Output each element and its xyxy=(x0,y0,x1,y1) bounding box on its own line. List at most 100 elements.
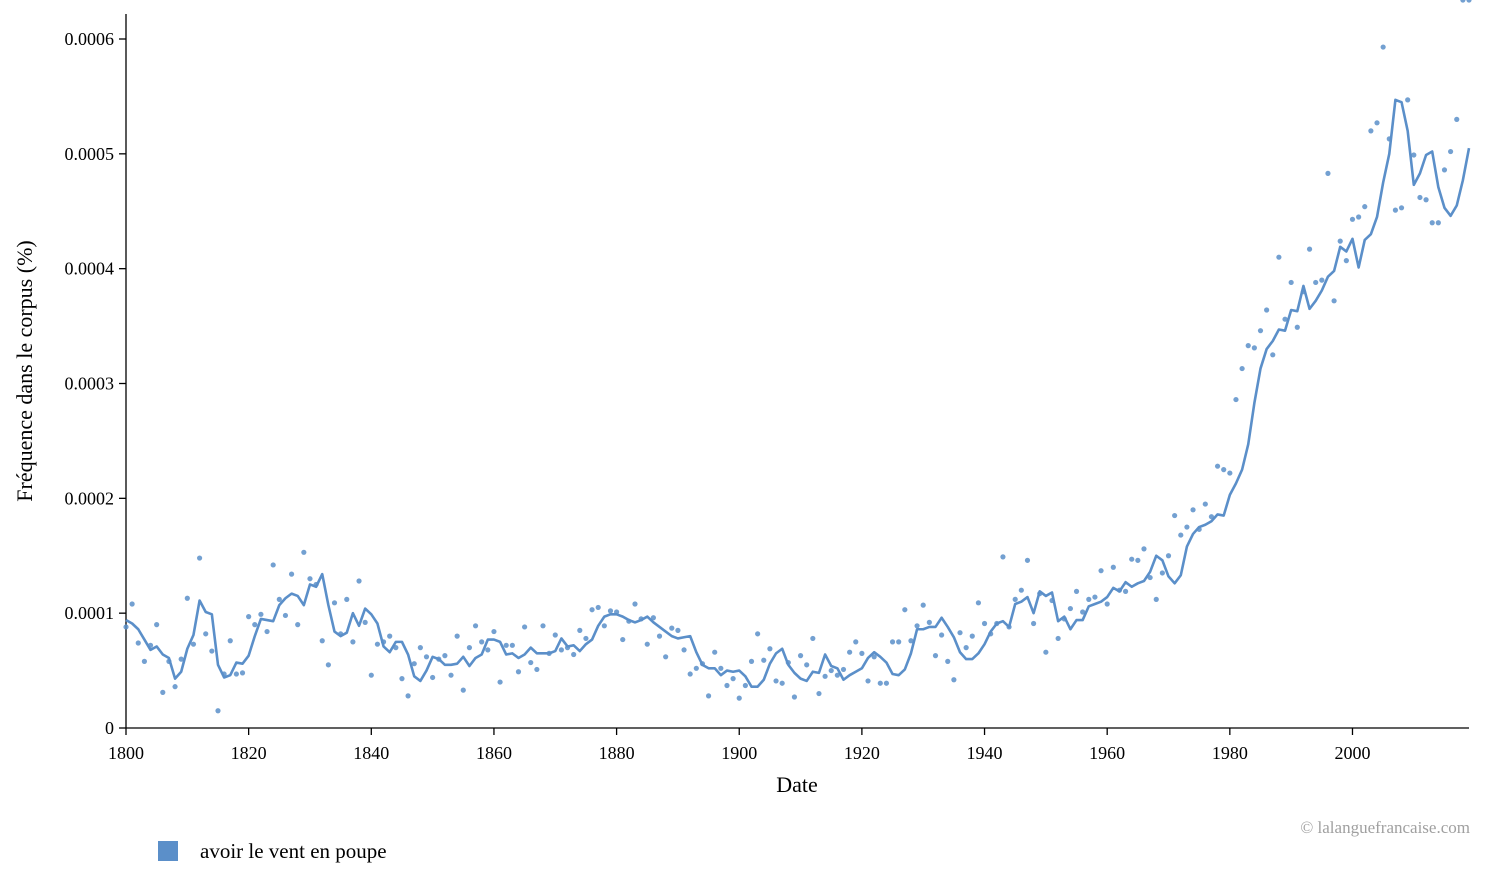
data-point xyxy=(1325,170,1331,176)
data-point xyxy=(442,653,448,659)
data-point xyxy=(344,596,350,602)
data-point xyxy=(1417,194,1423,201)
data-point xyxy=(190,641,197,647)
data-point xyxy=(589,607,595,613)
data-point xyxy=(583,635,589,642)
x-tick-label: 1900 xyxy=(721,743,757,763)
data-point xyxy=(681,647,687,653)
data-point xyxy=(1129,556,1135,562)
x-tick-label: 1860 xyxy=(476,743,512,763)
data-point xyxy=(184,595,190,601)
data-point xyxy=(1172,512,1178,519)
data-point xyxy=(1398,205,1405,211)
data-point xyxy=(135,640,141,646)
data-point xyxy=(1086,596,1092,602)
data-point xyxy=(1441,167,1448,173)
data-point xyxy=(1227,470,1233,476)
data-point xyxy=(1466,0,1472,3)
x-tick-label: 1980 xyxy=(1212,743,1248,763)
data-point xyxy=(1165,553,1172,559)
data-point xyxy=(797,653,804,659)
data-point xyxy=(571,651,577,658)
data-point xyxy=(1098,568,1104,574)
data-point xyxy=(1362,204,1368,210)
data-point xyxy=(264,628,270,635)
data-point xyxy=(387,633,393,639)
data-point xyxy=(423,654,430,660)
data-point xyxy=(1264,307,1270,313)
data-point xyxy=(761,657,767,663)
data-point xyxy=(509,642,515,648)
data-point xyxy=(123,624,129,630)
data-point xyxy=(515,669,522,675)
data-point xyxy=(853,639,859,645)
data-point xyxy=(1135,557,1141,563)
data-point xyxy=(1405,97,1411,103)
data-point xyxy=(877,680,883,686)
data-point xyxy=(736,695,742,701)
data-point xyxy=(1073,588,1080,594)
data-points xyxy=(123,0,1472,714)
data-point xyxy=(319,638,325,644)
data-point xyxy=(411,661,417,667)
data-point xyxy=(1067,605,1073,612)
data-point xyxy=(203,631,209,637)
y-tick-label: 0.0005 xyxy=(65,144,115,164)
data-point xyxy=(485,647,491,653)
data-point xyxy=(1380,44,1386,50)
data-point xyxy=(1031,620,1037,627)
data-point xyxy=(252,622,258,628)
x-ticks: 1800 1820 1840 1860 1880 1900 1920 1940 1960 1980… xyxy=(108,728,1370,763)
data-point xyxy=(258,611,264,617)
data-point xyxy=(1294,324,1300,330)
data-point xyxy=(963,645,969,651)
data-point xyxy=(896,639,902,645)
x-axis-title: Date xyxy=(776,772,818,797)
data-point xyxy=(307,576,313,582)
data-point xyxy=(871,654,877,660)
data-point xyxy=(1392,207,1399,213)
data-point xyxy=(718,665,724,671)
data-point xyxy=(1043,649,1049,655)
data-point xyxy=(693,665,699,671)
data-point xyxy=(650,615,656,621)
data-point xyxy=(1288,279,1294,286)
data-point xyxy=(227,638,233,644)
data-point xyxy=(601,623,607,629)
data-point xyxy=(1429,220,1435,226)
x-tick-label: 2000 xyxy=(1334,743,1370,763)
data-point xyxy=(607,608,614,614)
data-point xyxy=(883,680,890,686)
data-point xyxy=(595,604,601,611)
data-point xyxy=(1233,396,1239,403)
data-point xyxy=(522,624,528,630)
data-point xyxy=(724,682,730,689)
data-point xyxy=(687,671,693,677)
data-point xyxy=(246,614,252,620)
data-point xyxy=(1110,564,1116,570)
data-point xyxy=(374,641,381,647)
data-point xyxy=(1313,279,1319,286)
data-point xyxy=(1435,220,1441,226)
data-point xyxy=(233,671,239,677)
credit-text: © lalanguefrancaise.com xyxy=(1300,818,1470,837)
data-point xyxy=(742,682,748,689)
data-point xyxy=(957,630,963,636)
data-point xyxy=(209,648,215,654)
data-point xyxy=(472,623,479,629)
data-point xyxy=(902,607,908,613)
data-point xyxy=(454,633,460,639)
data-point xyxy=(1221,467,1227,473)
data-point xyxy=(632,601,638,607)
x-tick-label: 1960 xyxy=(1089,743,1125,763)
data-point xyxy=(1190,507,1196,513)
data-point xyxy=(1018,587,1024,593)
data-point xyxy=(497,679,503,685)
data-point xyxy=(816,690,822,697)
data-point xyxy=(1368,128,1374,134)
legend-swatch xyxy=(158,841,178,861)
data-point xyxy=(1239,365,1245,372)
data-point xyxy=(540,623,546,629)
data-point xyxy=(1092,594,1098,600)
